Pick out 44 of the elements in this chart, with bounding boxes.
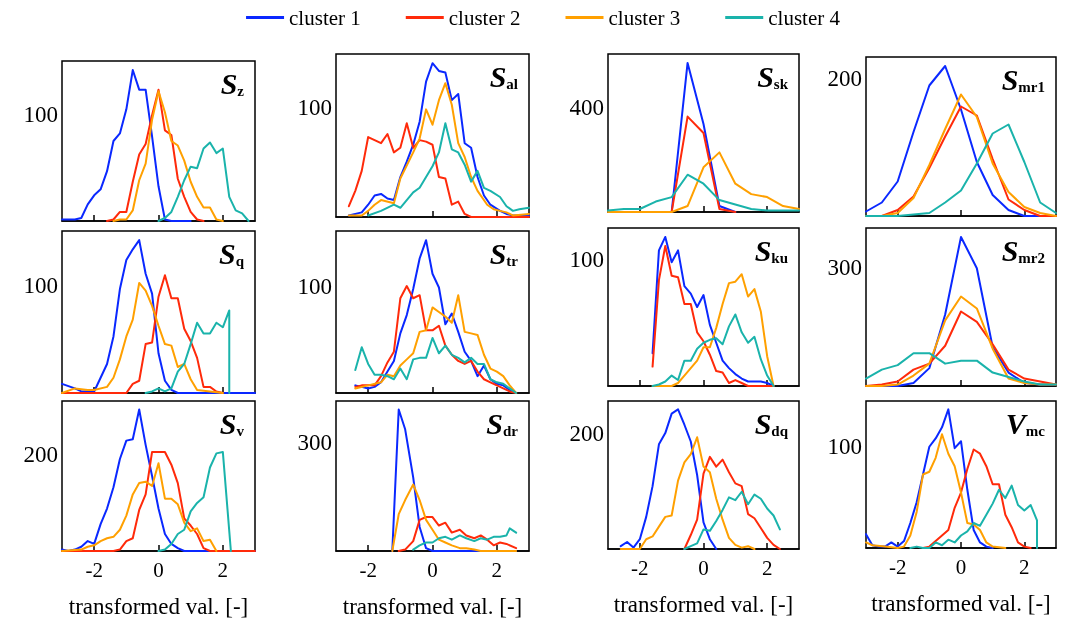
chart-title: Sz bbox=[220, 66, 245, 100]
x-tick-label: 2 bbox=[217, 557, 229, 582]
x-tick-label: -2 bbox=[359, 557, 377, 582]
legend-label: cluster 2 bbox=[448, 5, 521, 30]
x-tick-label: 0 bbox=[153, 557, 164, 582]
text: 100 bbox=[569, 246, 604, 272]
chart-title: Sdq bbox=[754, 406, 789, 440]
x-tick-label: 0 bbox=[955, 554, 967, 579]
legend-label: cluster 3 bbox=[608, 5, 681, 30]
text: 100 bbox=[827, 433, 862, 459]
chart-title: Sal bbox=[489, 59, 518, 93]
text: 400 bbox=[569, 94, 604, 120]
x-tick-label: -2 bbox=[631, 555, 649, 580]
x-tick-label: 0 bbox=[427, 557, 438, 582]
chart-title: Sku bbox=[754, 233, 788, 267]
chart-title: Sv bbox=[219, 406, 245, 440]
x-tick-label: 2 bbox=[1019, 554, 1030, 579]
x-axis-title: transformed val. [-] bbox=[68, 594, 249, 619]
x-axis-title: transformed val. [-] bbox=[613, 592, 794, 617]
x-tick-label: -2 bbox=[888, 554, 907, 579]
text: 200 bbox=[23, 441, 58, 467]
chart-title: Smr2 bbox=[1001, 233, 1045, 267]
x-tick-label: 0 bbox=[698, 555, 709, 580]
chart-title: Str bbox=[489, 236, 519, 270]
text: 100 bbox=[297, 94, 332, 120]
legend-label: cluster 4 bbox=[768, 5, 841, 30]
chart-title: Sq bbox=[218, 236, 245, 270]
text: 200 bbox=[827, 65, 862, 91]
x-tick-label: -2 bbox=[85, 557, 103, 582]
x-axis-title: transformed val. [-] bbox=[871, 591, 1051, 616]
chart-title: Sdr bbox=[486, 406, 519, 440]
chart-title: Ssk bbox=[757, 59, 789, 93]
text: 100 bbox=[23, 272, 58, 298]
x-axis-title: transformed val. [-] bbox=[342, 594, 523, 619]
text: 100 bbox=[297, 273, 332, 299]
legend-label: cluster 1 bbox=[289, 5, 361, 30]
text: 300 bbox=[827, 254, 862, 280]
text: 200 bbox=[569, 420, 604, 446]
text: 100 bbox=[23, 101, 58, 127]
chart-title: Smr1 bbox=[1001, 62, 1045, 96]
chart-title: Vmc bbox=[1005, 406, 1046, 440]
x-tick-label: 2 bbox=[491, 557, 503, 582]
x-tick-label: 2 bbox=[761, 555, 773, 580]
text: 300 bbox=[297, 429, 332, 455]
